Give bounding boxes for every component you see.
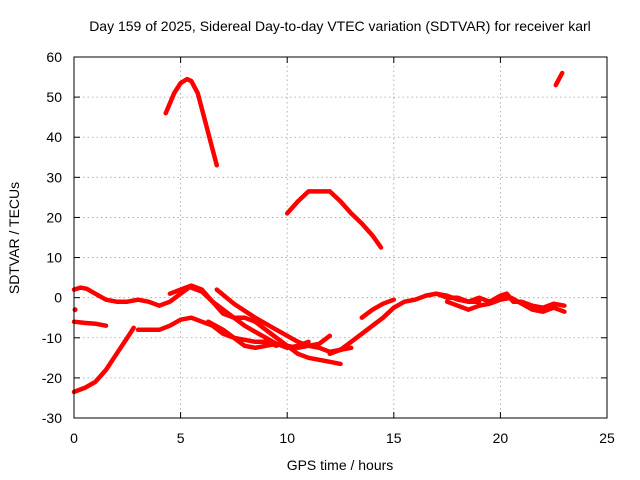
y-tick-label: 10 bbox=[46, 250, 62, 266]
x-axis-label: GPS time / hours bbox=[287, 457, 394, 473]
data-point bbox=[72, 307, 78, 313]
y-tick-label: 50 bbox=[46, 89, 62, 105]
plot-frame bbox=[73, 56, 608, 419]
y-axis-label: SDTVAR / TECUs bbox=[6, 182, 22, 294]
y-tick-label: 0 bbox=[54, 290, 62, 306]
y-tick-label: 60 bbox=[46, 49, 62, 65]
y-tick-label: 30 bbox=[46, 169, 62, 185]
series-arc-minus6 bbox=[71, 319, 109, 328]
series-arc-mid-up bbox=[359, 297, 397, 320]
x-tick-label: 10 bbox=[279, 430, 295, 446]
chart-title: Day 159 of 2025, Sidereal Day-to-day VTE… bbox=[89, 18, 591, 34]
y-tick-label: -20 bbox=[42, 370, 62, 386]
y-tick-label: -10 bbox=[42, 330, 62, 346]
y-tick-label: -30 bbox=[42, 410, 62, 426]
series-arc-high-1 bbox=[163, 76, 220, 168]
series-arc-right bbox=[423, 291, 567, 310]
y-tick-label: 20 bbox=[46, 209, 62, 225]
series-arc-high-2 bbox=[284, 189, 384, 250]
series-arc-right-2 bbox=[444, 295, 567, 314]
y-tick-label: 40 bbox=[46, 129, 62, 145]
axis-ticks: 0 5 10 15 20 25 -30 -20 -10 0 10 20 30 40 50 60 bbox=[42, 49, 615, 446]
x-tick-label: 20 bbox=[493, 430, 509, 446]
series-arc-recovery bbox=[327, 291, 482, 357]
data-series-layer bbox=[71, 70, 567, 395]
x-tick-label: 25 bbox=[599, 430, 615, 446]
x-tick-label: 5 bbox=[177, 430, 185, 446]
series-arc-low-rising bbox=[71, 325, 136, 395]
x-tick-label: 15 bbox=[386, 430, 402, 446]
data-point bbox=[338, 347, 343, 353]
grid bbox=[74, 57, 607, 418]
series-arc-desc-3 bbox=[206, 319, 333, 351]
series-arc-near-zero-left bbox=[71, 285, 192, 308]
series-arc-minus8 bbox=[135, 315, 279, 349]
series-arc-high-3 bbox=[553, 70, 565, 88]
x-tick-label: 0 bbox=[70, 430, 78, 446]
